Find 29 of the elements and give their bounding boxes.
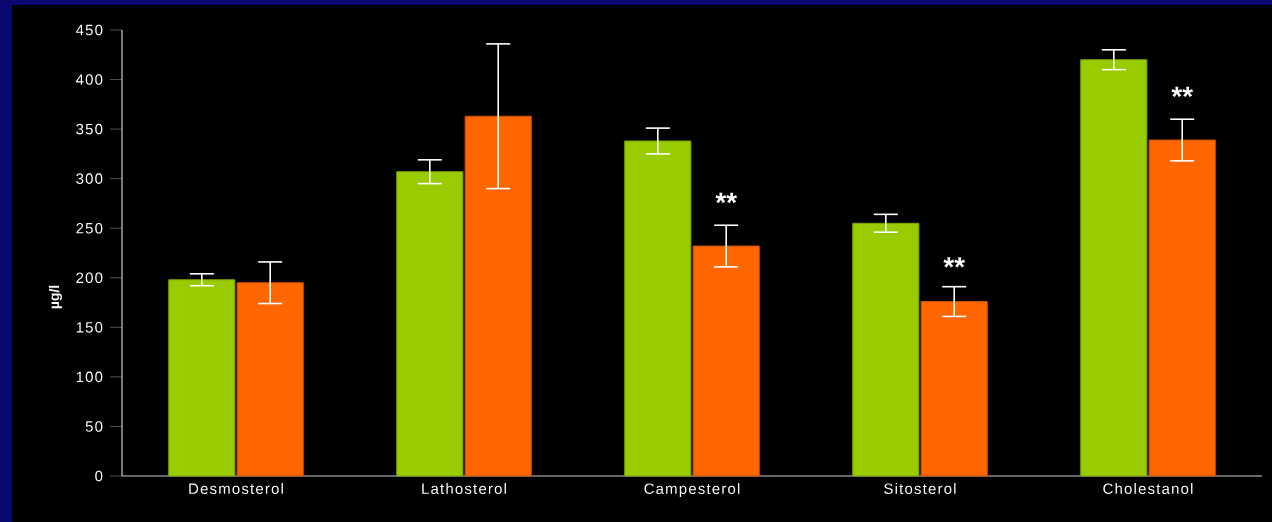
y-tick-label: 100 bbox=[76, 371, 103, 383]
bar bbox=[624, 140, 692, 477]
annotation: ** bbox=[943, 257, 966, 268]
y-tick-label: 250 bbox=[76, 222, 103, 234]
bar bbox=[692, 245, 760, 477]
x-tick-label: Campesterol bbox=[644, 483, 740, 497]
y-tick-label: 300 bbox=[76, 173, 103, 184]
bar bbox=[168, 279, 236, 477]
y-tick-label: 200 bbox=[76, 272, 103, 284]
annotation: ** bbox=[1171, 86, 1194, 98]
annotation: ** bbox=[715, 192, 738, 204]
bar bbox=[920, 301, 988, 477]
bar bbox=[852, 222, 920, 477]
x-tick-label: Lathosterol bbox=[422, 483, 506, 495]
y-tick-label: 400 bbox=[75, 74, 103, 85]
x-tick-label: Cholestanol bbox=[1103, 483, 1193, 495]
y-tick-label: 350 bbox=[76, 123, 103, 135]
bar bbox=[1080, 59, 1148, 477]
bar bbox=[396, 171, 464, 477]
y-tick-label: 50 bbox=[85, 421, 103, 432]
y-tick-label: 450 bbox=[75, 24, 103, 36]
bar bbox=[236, 282, 304, 477]
y-tick-label: 0 bbox=[95, 470, 103, 482]
y-axis-title: µg/l bbox=[48, 285, 62, 309]
bar bbox=[1148, 139, 1216, 477]
x-tick-label: Desmosterol bbox=[189, 483, 283, 495]
bar bbox=[464, 115, 532, 477]
y-tick-label: 150 bbox=[76, 322, 103, 333]
x-tick-label: Sitosterol bbox=[884, 483, 956, 495]
